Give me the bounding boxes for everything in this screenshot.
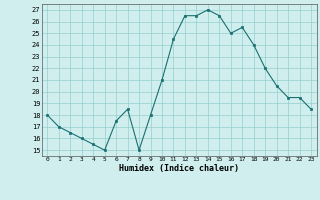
X-axis label: Humidex (Indice chaleur): Humidex (Indice chaleur) (119, 164, 239, 173)
